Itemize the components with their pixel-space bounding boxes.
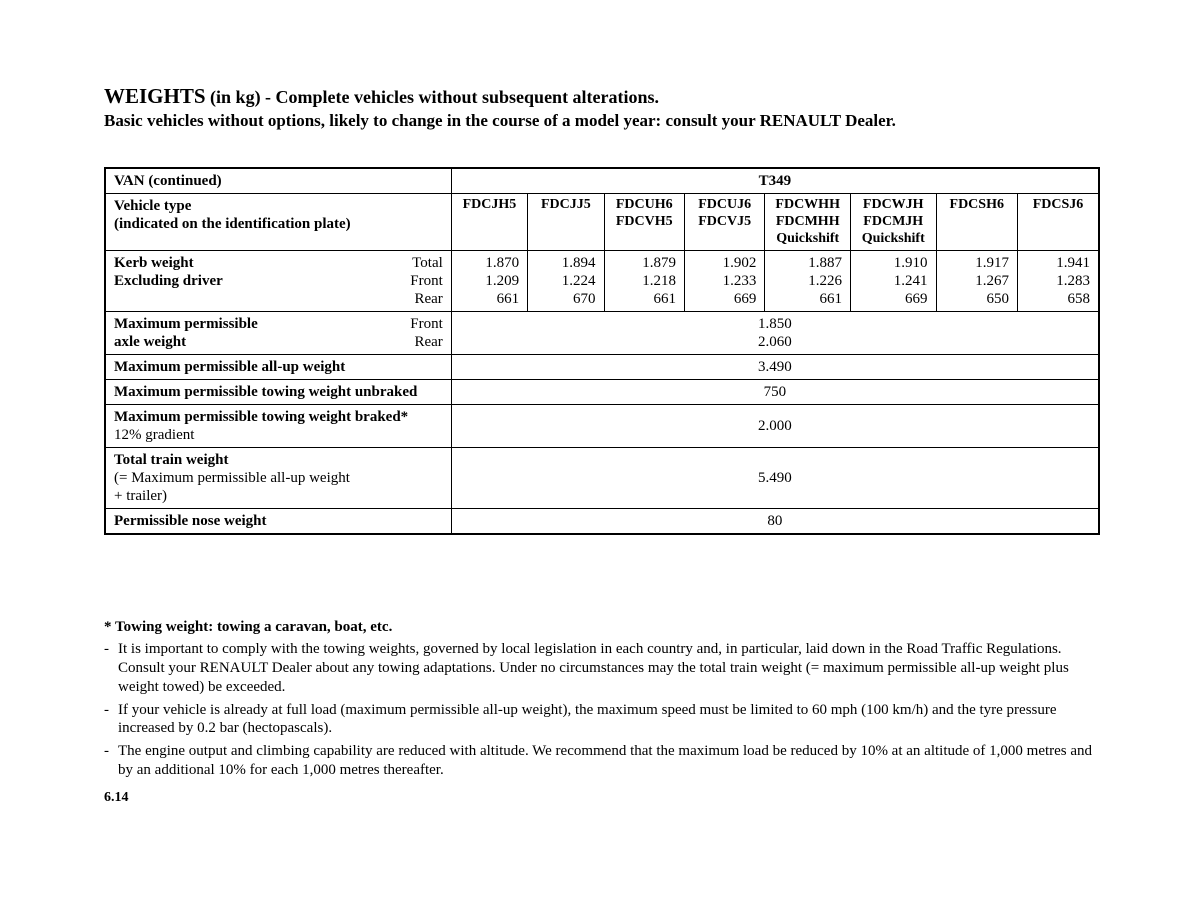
table-row: Permissible nose weight 80 (105, 509, 1099, 535)
kerb-col-6: 1.9171.267650 (936, 251, 1017, 312)
col-header-6: FDCSH6 (936, 194, 1017, 251)
table-row: VAN (continued) T349 (105, 168, 1099, 194)
axle-values: 1.8502.060 (451, 312, 1099, 355)
kerb-col-0: 1.8701.209661 (451, 251, 527, 312)
col-header-4: FDCWHHFDCMHHQuickshift (765, 194, 851, 251)
col-header-1: FDCJJ5 (528, 194, 604, 251)
footnote-3: - The engine output and climbing capabil… (104, 742, 1100, 780)
kerb-col-3: 1.9021.233669 (684, 251, 764, 312)
page-number: 6.14 (104, 790, 1100, 806)
kerb-col-2: 1.8791.218661 (604, 251, 684, 312)
tow-braked-label: Maximum permissible towing weight braked… (105, 405, 451, 448)
kerb-col-7: 1.9411.283658 (1017, 251, 1099, 312)
footnote-title: * Towing weight: towing a caravan, boat,… (104, 619, 1100, 636)
table-row: Maximum permissible axle weight Front Re… (105, 312, 1099, 355)
allup-label: Maximum permissible all-up weight (105, 355, 451, 380)
heading-rest1: (in kg) - Complete vehicles without subs… (206, 87, 660, 107)
allup-value: 3.490 (451, 355, 1099, 380)
footnote-2: - If your vehicle is already at full loa… (104, 701, 1100, 739)
table-row: Maximum permissible all-up weight 3.490 (105, 355, 1099, 380)
footnotes: * Towing weight: towing a caravan, boat,… (104, 619, 1100, 779)
page-root: WEIGHTS (in kg) - Complete vehicles with… (0, 0, 1200, 806)
vehicle-type-l2: (indicated on the identification plate) (114, 216, 351, 232)
vehicle-type-label: Vehicle type (indicated on the identific… (105, 194, 451, 251)
col-header-3: FDCUJ6FDCVJ5 (684, 194, 764, 251)
van-continued-cell: VAN (continued) (105, 168, 451, 194)
col-header-2: FDCUH6FDCVH5 (604, 194, 684, 251)
col-header-5: FDCWJHFDCMJHQuickshift (850, 194, 936, 251)
axle-label: Maximum permissible axle weight Front Re… (105, 312, 451, 355)
table-row: Maximum permissible towing weight braked… (105, 405, 1099, 448)
nose-value: 80 (451, 509, 1099, 535)
footnote-1: - It is important to comply with the tow… (104, 640, 1100, 696)
col-header-7: FDCSJ6 (1017, 194, 1099, 251)
heading-bold: WEIGHTS (104, 84, 206, 108)
heading-line-2: Basic vehicles without options, likely t… (104, 111, 1100, 131)
model-header-cell: T349 (451, 168, 1099, 194)
kerb-col-1: 1.8941.224670 (528, 251, 604, 312)
col-header-0: FDCJH5 (451, 194, 527, 251)
tow-braked-value: 2.000 (451, 405, 1099, 448)
tow-unbraked-value: 750 (451, 380, 1099, 405)
weights-table: VAN (continued) T349 Vehicle type (indic… (104, 167, 1100, 535)
nose-label: Permissible nose weight (105, 509, 451, 535)
table-row: Kerb weight Excluding driver Total Front… (105, 251, 1099, 312)
tow-unbraked-label: Maximum permissible towing weight unbrak… (105, 380, 451, 405)
train-value: 5.490 (451, 448, 1099, 509)
heading-line-1: WEIGHTS (in kg) - Complete vehicles with… (104, 84, 1100, 109)
vehicle-type-l1: Vehicle type (114, 198, 191, 214)
table-row: Total train weight (= Maximum permissibl… (105, 448, 1099, 509)
table-row: Maximum permissible towing weight unbrak… (105, 380, 1099, 405)
kerb-label: Kerb weight Excluding driver Total Front… (105, 251, 451, 312)
kerb-col-5: 1.9101.241669 (850, 251, 936, 312)
kerb-col-4: 1.8871.226661 (765, 251, 851, 312)
train-label: Total train weight (= Maximum permissibl… (105, 448, 451, 509)
table-row: Vehicle type (indicated on the identific… (105, 194, 1099, 251)
